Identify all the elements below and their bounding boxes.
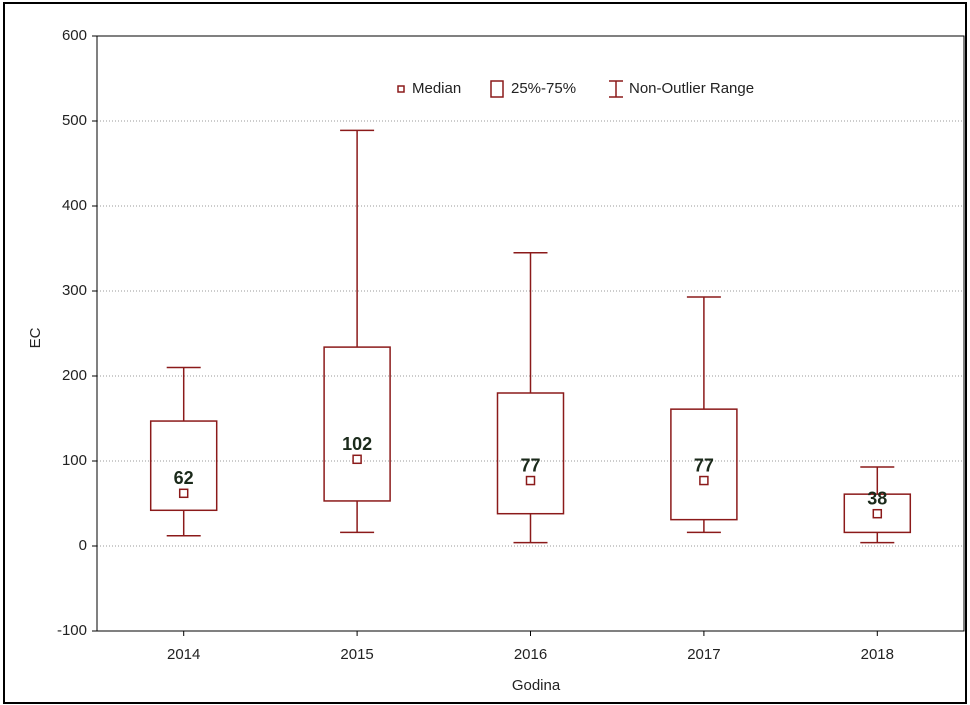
data-label: 102: [342, 434, 372, 454]
data-label: 77: [520, 455, 540, 475]
x-tick-label: 2017: [687, 646, 720, 663]
y-tick-label: -100: [57, 622, 87, 639]
box: [323, 346, 391, 502]
y-tick-label: 200: [62, 367, 87, 384]
legend-entry: 25%-75%: [511, 80, 576, 97]
y-tick-label: 600: [62, 27, 87, 44]
data-label: 38: [867, 488, 887, 508]
legend-median-icon: [397, 85, 405, 93]
y-tick-label: 100: [62, 452, 87, 469]
legend-entry: Non-Outlier Range: [629, 80, 754, 97]
median-marker: [178, 488, 189, 499]
y-axis-label: EC: [27, 327, 44, 348]
y-tick-label: 300: [62, 282, 87, 299]
y-tick-label: 400: [62, 197, 87, 214]
legend-entry: Median: [412, 80, 461, 97]
frame: [3, 2, 967, 704]
y-tick-label: 0: [79, 537, 87, 554]
box: [843, 493, 912, 534]
y-tick-label: 500: [62, 112, 87, 129]
legend-whisker-icon: [609, 80, 623, 98]
legend-box-icon: [490, 80, 504, 98]
median-marker: [872, 508, 883, 519]
data-label: 62: [174, 468, 194, 488]
median-marker: [525, 475, 536, 486]
x-tick-label: 2016: [514, 646, 547, 663]
box: [670, 408, 738, 521]
box: [496, 392, 565, 515]
x-axis-label: Godina: [512, 677, 561, 694]
box: [149, 420, 218, 512]
x-tick-label: 2015: [340, 646, 373, 663]
median-marker: [352, 454, 362, 465]
x-tick-label: 2018: [861, 646, 894, 663]
data-label: 77: [694, 455, 714, 475]
x-tick-label: 2014: [167, 646, 200, 663]
median-marker: [699, 475, 709, 486]
